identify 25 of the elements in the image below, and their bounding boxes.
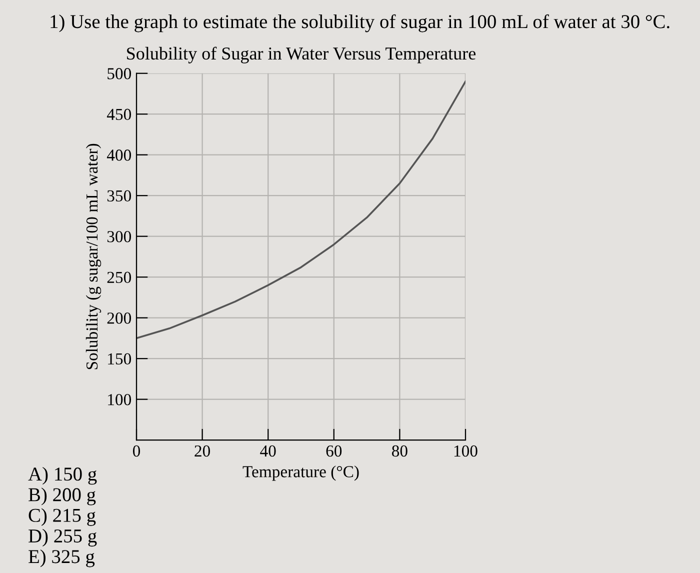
text: C) 215 g	[28, 508, 96, 526]
y-tick-label: 200	[107, 312, 132, 324]
y-tick-label: 350	[107, 190, 132, 202]
y-tick-label: 250	[107, 272, 132, 284]
text: 1) Use the graph to estimate the solubility of sugar in 100 mL of water at 30 °C.	[50, 14, 670, 32]
y-tick-label: 150	[108, 353, 132, 365]
text: D) 255 g	[28, 528, 97, 547]
y-tick-label: 400	[106, 150, 132, 161]
x-tick-label: 20	[194, 445, 210, 457]
y-axis-title: Solubility (g sugar/100 mL water)	[86, 144, 102, 370]
y-tick-label: 450	[106, 108, 132, 120]
x-tick-label: 40	[260, 445, 276, 457]
x-tick-label: 60	[326, 445, 342, 457]
y-tick-label: 300	[107, 231, 132, 242]
x-tick-label: 100	[454, 445, 478, 457]
text: E) 325 g	[28, 550, 95, 568]
text: A) 150 g	[28, 466, 97, 485]
x-tick-label: 0	[132, 445, 140, 457]
x-axis-title: Temperature (°C)	[242, 466, 359, 481]
chart-title: Solubility of Sugar in Water Versus Temperature	[127, 46, 476, 64]
line-series	[136, 80, 466, 340]
text: B) 200 g	[28, 488, 96, 506]
y-tick-label: 100	[108, 394, 132, 406]
x-tick-label: 80	[392, 445, 408, 457]
y-tick-label: 500	[108, 68, 132, 80]
